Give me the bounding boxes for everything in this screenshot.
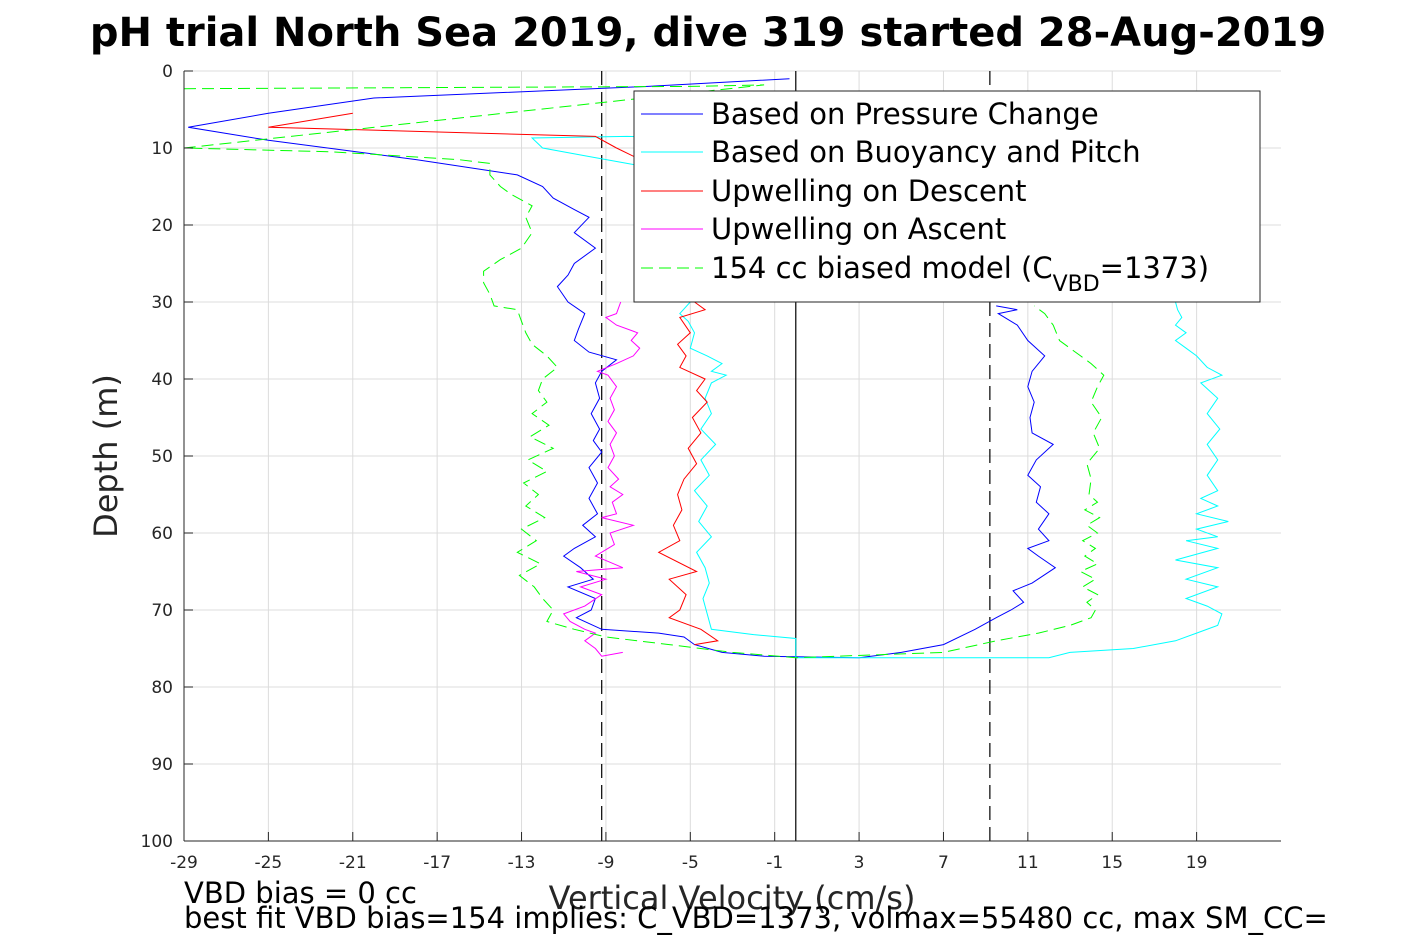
chart-title: pH trial North Sea 2019, dive 319 starte… <box>90 10 1326 56</box>
legend-label-2: Based on Buoyancy and Pitch <box>711 135 1141 169</box>
legend-label-4: Upwelling on Ascent <box>711 212 1006 246</box>
series-line-4 <box>562 301 641 657</box>
y-tick-label: 50 <box>151 447 173 467</box>
best-fit-note: best fit VBD bias=154 implies: C_VBD=137… <box>184 901 1328 935</box>
y-tick-label: 80 <box>151 678 173 698</box>
x-tick-label: 7 <box>938 853 949 873</box>
y-tick-label: 90 <box>151 755 173 775</box>
legend-box <box>633 90 1261 303</box>
y-tick-label: 40 <box>151 370 173 390</box>
series-line-1 <box>188 78 1057 659</box>
x-tick-label: -5 <box>682 853 699 873</box>
y-tick-label: 10 <box>151 139 173 159</box>
x-tick-labels: -29 -25 -21 -17 -13 -9 -5 -1 3 7 11 15 19 <box>170 853 1207 873</box>
x-tick-label: 11 <box>1017 853 1039 873</box>
x-tick-label: -17 <box>423 853 451 873</box>
legend-suffix: =1373) <box>1100 251 1209 285</box>
y-tick-labels: 0 10 20 30 40 50 60 70 80 90 100 <box>141 62 173 852</box>
x-tick-label: -13 <box>508 853 536 873</box>
x-tick-label: -1 <box>766 853 783 873</box>
legend-label-3: Upwelling on Descent <box>711 174 1027 208</box>
x-tick-label: -9 <box>597 853 614 873</box>
y-tick-label: 100 <box>141 832 173 852</box>
y-axis-label: Depth (m) <box>87 374 125 538</box>
x-tick-label: 3 <box>854 853 865 873</box>
x-tick-label: 15 <box>1101 853 1123 873</box>
x-tick-label: -21 <box>339 853 367 873</box>
x-tick-label: -25 <box>254 853 282 873</box>
axes <box>183 70 1281 842</box>
x-tick-label: -29 <box>170 853 198 873</box>
vbd-bias-note: VBD bias = 0 cc <box>184 876 417 910</box>
x-tick-label: 19 <box>1186 853 1208 873</box>
y-tick-label: 60 <box>151 524 173 544</box>
y-tick-label: 70 <box>151 601 173 621</box>
legend: Based on Pressure Change Based on Buoyanc… <box>633 90 1261 303</box>
y-tick-label: 20 <box>151 216 173 236</box>
y-tick-label: 0 <box>162 62 173 82</box>
series-line-5 <box>184 84 1105 659</box>
legend-subscript: VBD <box>1053 272 1100 297</box>
legend-label-1: Based on Pressure Change <box>711 97 1099 131</box>
x-axis-label: Vertical Velocity (cm/s) <box>549 879 916 917</box>
series-line-2 <box>530 135 1229 659</box>
y-tick-label: 30 <box>151 293 173 313</box>
